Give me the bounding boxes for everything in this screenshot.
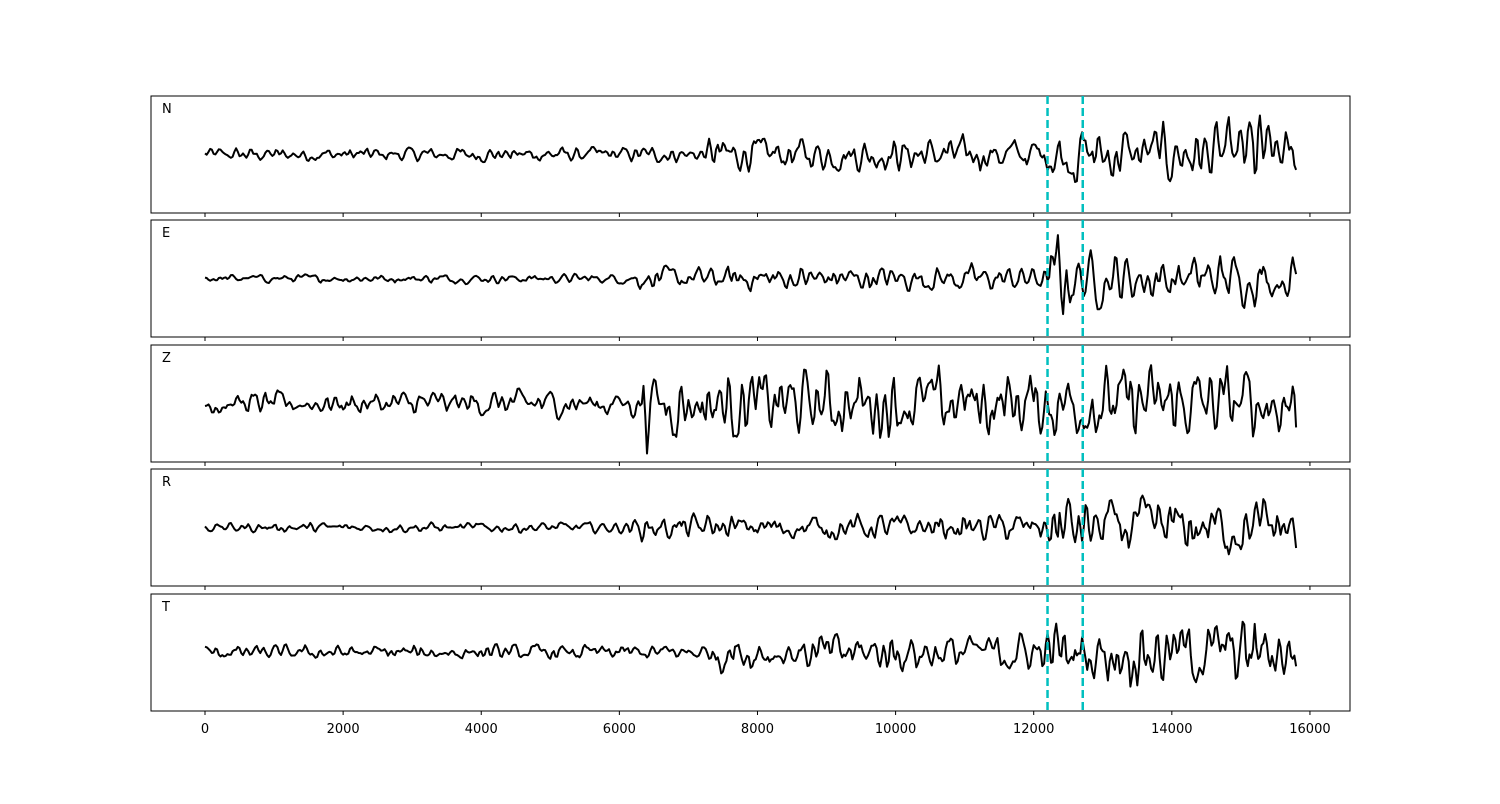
x-tick-label: 4000 — [465, 722, 498, 737]
panel-label-T: T — [161, 600, 170, 615]
x-tick-label: 14000 — [1151, 722, 1192, 737]
panel-label-Z: Z — [162, 351, 171, 366]
waveform-Z — [204, 364, 1298, 455]
panel-frame — [150, 468, 1351, 587]
x-tick-label: 6000 — [603, 722, 636, 737]
panel-frame — [150, 344, 1351, 463]
x-tick-label: 10000 — [875, 722, 916, 737]
x-tick-label: 0 — [201, 722, 209, 737]
waveform-N — [204, 114, 1298, 183]
panel-frame — [150, 593, 1351, 712]
panel-frame — [150, 219, 1351, 338]
panel-label-R: R — [162, 475, 171, 490]
x-tick-label: 16000 — [1289, 722, 1330, 737]
waveform-R — [204, 494, 1298, 556]
waveform-E — [204, 234, 1298, 316]
x-tick-label: 8000 — [741, 722, 774, 737]
panel-label-E: E — [162, 226, 170, 241]
panel-frame — [150, 95, 1351, 214]
panel-label-N: N — [162, 102, 172, 117]
x-tick-label: 2000 — [327, 722, 360, 737]
waveform-T — [204, 620, 1298, 688]
x-tick-label: 12000 — [1013, 722, 1054, 737]
